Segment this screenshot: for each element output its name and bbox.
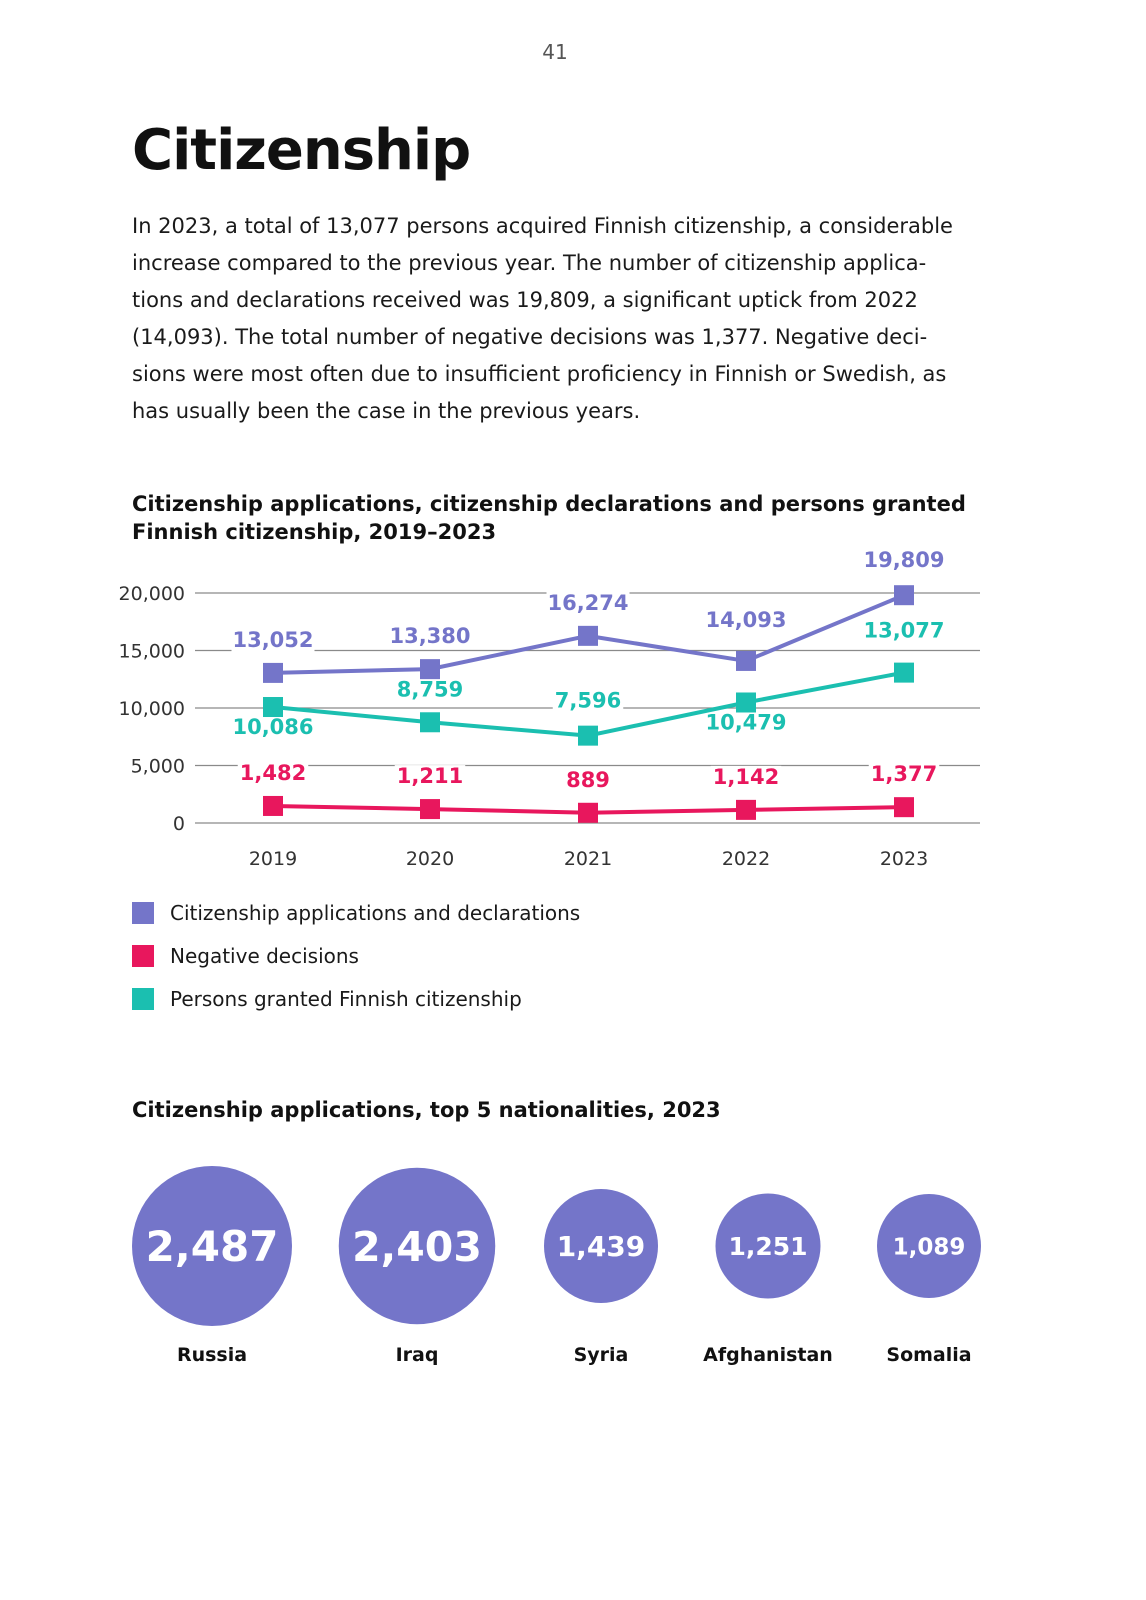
data-label-negative-decisions: 1,482 [240, 761, 306, 785]
data-label-negative-decisions: 1,377 [871, 762, 937, 786]
legend-swatch-negative-decisions [132, 945, 154, 967]
legend-label-negative-decisions: Negative decisions [170, 944, 359, 968]
data-label-applications: 19,809 [863, 550, 944, 572]
data-label-background [237, 761, 309, 786]
page-number: 41 [542, 40, 568, 64]
data-label-applications: 13,380 [389, 624, 470, 648]
bubble [543, 1188, 659, 1304]
line-chart: 0 5,000 10,000 15,000 20,000 2019 2020 2021 2022… [119, 550, 980, 870]
data-point-persons-granted [894, 662, 914, 683]
data-point-negative-decisions [263, 795, 283, 816]
bubble-value-label: 1,089 [893, 1234, 966, 1260]
bubble-chart-title: Citizenship applications, top 5 national… [132, 1098, 721, 1122]
data-point-persons-granted [578, 725, 598, 746]
data-point-persons-granted [736, 692, 756, 713]
data-point-applications [263, 662, 283, 683]
y-tick-label: 0 [173, 813, 185, 835]
data-label-persons-granted: 7,596 [555, 689, 621, 713]
legend-swatch-persons-granted [132, 988, 154, 1010]
bubble-category-label: Syria [574, 1344, 629, 1366]
chart-legend: Citizenship applications and declaration… [132, 901, 581, 1031]
bubble-value-label: 2,487 [146, 1222, 279, 1271]
data-label-negative-decisions: 889 [566, 768, 610, 792]
y-tick-label: 10,000 [119, 698, 185, 720]
data-label-background [394, 765, 466, 790]
intro-line: In 2023, a total of 13,077 persons acqui… [132, 214, 953, 238]
bubble-category-label: Afghanistan [703, 1344, 833, 1366]
intro-line: tions and declarations received was 19,8… [132, 288, 918, 312]
intro-paragraph: In 2023, a total of 13,077 persons acqui… [132, 208, 982, 430]
data-label-background [552, 689, 624, 714]
data-point-negative-decisions [420, 799, 440, 820]
bubble-category-label: Iraq [396, 1344, 439, 1366]
x-tick-label: 2020 [406, 848, 454, 870]
y-tick-label: 15,000 [119, 641, 185, 663]
data-point-persons-granted [420, 712, 440, 733]
data-point-applications [420, 659, 440, 680]
data-point-applications [894, 585, 914, 606]
y-tick-label: 5,000 [131, 756, 185, 778]
bubble-chart: 2,487 Russia 2,403 Iraq 1,439 Syria 1,251 Afgha… [132, 1166, 981, 1366]
bubble-category-label: Somalia [886, 1344, 971, 1366]
data-label-negative-decisions: 1,211 [397, 764, 463, 788]
data-point-applications [736, 650, 756, 671]
bubble-value-label: 1,439 [557, 1230, 646, 1263]
data-label-background [710, 765, 782, 790]
x-tick-label: 2019 [249, 848, 297, 870]
legend-item-persons-granted: Persons granted Finnish citizenship [132, 987, 580, 1011]
legend-item-applications: Citizenship applications and declaration… [132, 901, 581, 925]
data-point-negative-decisions [736, 799, 756, 820]
data-point-negative-decisions [894, 797, 914, 818]
data-label-background [546, 591, 630, 616]
x-tick-label: 2021 [564, 848, 612, 870]
intro-line: sions were most often due to insufficien… [132, 362, 947, 386]
data-label-persons-granted: 10,086 [232, 715, 313, 739]
bubble-value-label: 1,251 [728, 1232, 807, 1261]
data-point-applications [578, 625, 598, 646]
data-label-background [868, 763, 940, 788]
bubble-value-label: 2,403 [352, 1223, 482, 1271]
data-point-persons-granted [263, 697, 283, 718]
y-tick-label: 20,000 [119, 583, 185, 605]
legend-swatch-applications [132, 902, 154, 924]
legend-label-applications: Citizenship applications and declaration… [170, 901, 581, 925]
page-title: Citizenship [132, 118, 471, 183]
data-point-negative-decisions [578, 802, 598, 823]
intro-line: has usually been the case in the previou… [132, 399, 641, 423]
bubble [715, 1193, 821, 1299]
data-label-persons-granted: 13,077 [863, 619, 944, 643]
data-label-applications: 13,052 [232, 628, 313, 652]
line-chart-title: Citizenship applications, citizenship de… [132, 492, 966, 544]
bubble [338, 1167, 496, 1325]
bubble [877, 1194, 981, 1298]
bubble-category-label: Russia [177, 1344, 247, 1366]
bubble [132, 1166, 292, 1326]
data-label-applications: 16,274 [547, 591, 628, 615]
data-label-background [231, 628, 315, 653]
intro-line: increase compared to the previous year. … [132, 251, 927, 275]
x-tick-label: 2023 [880, 848, 928, 870]
legend-item-negative-decisions: Negative decisions [132, 944, 580, 968]
legend-label-persons-granted: Persons granted Finnish citizenship [170, 987, 522, 1011]
data-label-applications: 14,093 [705, 608, 786, 632]
data-label-persons-granted: 8,759 [397, 677, 463, 701]
x-tick-label: 2022 [722, 848, 770, 870]
intro-line: (14,093). The total number of negative d… [132, 325, 928, 349]
data-label-persons-granted: 10,479 [705, 710, 786, 734]
data-label-negative-decisions: 1,142 [713, 765, 779, 789]
